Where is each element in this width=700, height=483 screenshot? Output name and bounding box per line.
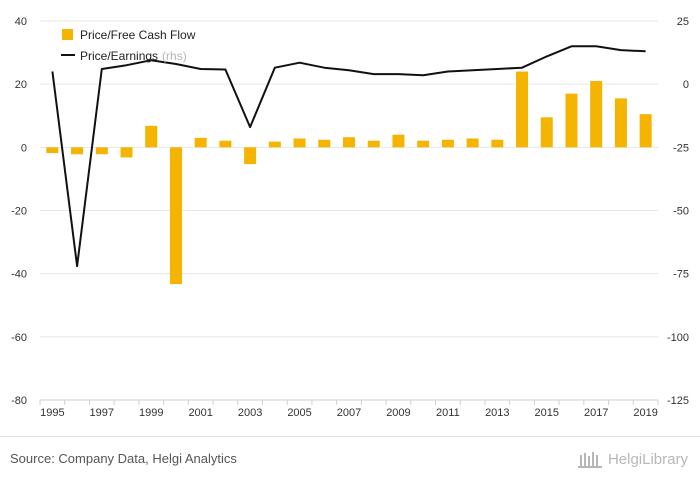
x-tick-label: 2019 bbox=[633, 407, 657, 419]
bar bbox=[71, 147, 84, 155]
bar bbox=[565, 93, 578, 148]
bar bbox=[120, 147, 133, 158]
bar bbox=[540, 117, 553, 148]
bar bbox=[219, 140, 232, 148]
x-tick-label: 2013 bbox=[485, 407, 509, 419]
x-tick-label: 2011 bbox=[436, 407, 460, 419]
right-tick-label: -75 bbox=[673, 269, 689, 281]
bar bbox=[441, 139, 454, 148]
bar bbox=[46, 147, 59, 154]
bar bbox=[293, 138, 306, 148]
right-tick-label: -125 bbox=[667, 395, 689, 407]
left-tick-label: -80 bbox=[11, 395, 27, 407]
x-tick-label: 1999 bbox=[139, 407, 163, 419]
x-tick-label: 2007 bbox=[337, 407, 361, 419]
legend-label-line-suffix: (rhs) bbox=[162, 49, 187, 63]
bar bbox=[590, 81, 603, 148]
x-tick-label: 2005 bbox=[287, 407, 311, 419]
left-tick-label: 20 bbox=[15, 79, 27, 91]
x-tick-label: 2003 bbox=[238, 407, 262, 419]
left-tick-label: -40 bbox=[11, 269, 27, 281]
line-series bbox=[51, 45, 646, 268]
bar bbox=[367, 140, 380, 148]
legend-swatch-bar bbox=[62, 29, 73, 40]
pe-line bbox=[51, 45, 646, 268]
left-tick-label: 0 bbox=[21, 142, 27, 154]
bar bbox=[244, 147, 257, 165]
right-tick-label: 0 bbox=[683, 79, 689, 91]
bar bbox=[95, 147, 108, 155]
bar bbox=[417, 140, 430, 148]
x-tick-label: 2015 bbox=[535, 407, 559, 419]
footer-divider bbox=[0, 436, 700, 437]
bar bbox=[169, 147, 182, 285]
brand-name: HelgiLibrary bbox=[607, 450, 688, 468]
bar-series bbox=[46, 71, 652, 285]
left-tick-label: -60 bbox=[11, 332, 27, 344]
x-tick-label: 2001 bbox=[188, 407, 212, 419]
legend-label-bar: Price/Free Cash Flow bbox=[80, 28, 196, 42]
bar bbox=[639, 114, 652, 148]
bar bbox=[343, 137, 355, 148]
x-tick-label: 1997 bbox=[90, 407, 114, 419]
library-icon bbox=[577, 452, 602, 468]
right-tick-label: 25 bbox=[677, 16, 689, 28]
x-axis: 1995 1997 1999 2001 2003 2005 2007 2009 2011 2013… bbox=[39, 399, 659, 419]
chart: 40 20 0 -20 -40 -60 -80 25 0 -25 -50 -75 -100 -125 1… bbox=[11, 16, 689, 419]
brand-logo: HelgiLibrary bbox=[577, 449, 688, 469]
source-note: Source: Company Data, Helgi Analytics bbox=[10, 451, 237, 466]
grid-lines bbox=[40, 20, 658, 401]
bar bbox=[268, 141, 281, 148]
right-tick-label: -25 bbox=[673, 142, 689, 154]
legend-label-line-name: Price/Earnings bbox=[80, 49, 158, 63]
legend-label-line: Price/Earnings (rhs) bbox=[80, 49, 187, 63]
bar bbox=[466, 138, 479, 148]
legend: Price/Free Cash Flow Price/Earnings (rhs) bbox=[61, 28, 196, 63]
bar bbox=[194, 137, 207, 148]
bar bbox=[491, 139, 504, 148]
right-tick-label: -100 bbox=[667, 332, 689, 344]
bar bbox=[145, 125, 158, 148]
bar bbox=[614, 98, 627, 148]
bar bbox=[516, 71, 529, 148]
right-axis: 25 0 -25 -50 -75 -100 -125 bbox=[667, 16, 689, 407]
x-tick-label: 1995 bbox=[40, 407, 64, 419]
bar bbox=[318, 139, 331, 148]
left-tick-label: -20 bbox=[11, 206, 27, 218]
x-tick-label: 2017 bbox=[584, 407, 608, 419]
left-tick-label: 40 bbox=[15, 16, 27, 28]
x-tick-label: 2009 bbox=[386, 407, 410, 419]
left-axis: 40 20 0 -20 -40 -60 -80 bbox=[11, 16, 27, 407]
right-tick-label: -50 bbox=[673, 206, 689, 218]
bar bbox=[392, 134, 405, 148]
